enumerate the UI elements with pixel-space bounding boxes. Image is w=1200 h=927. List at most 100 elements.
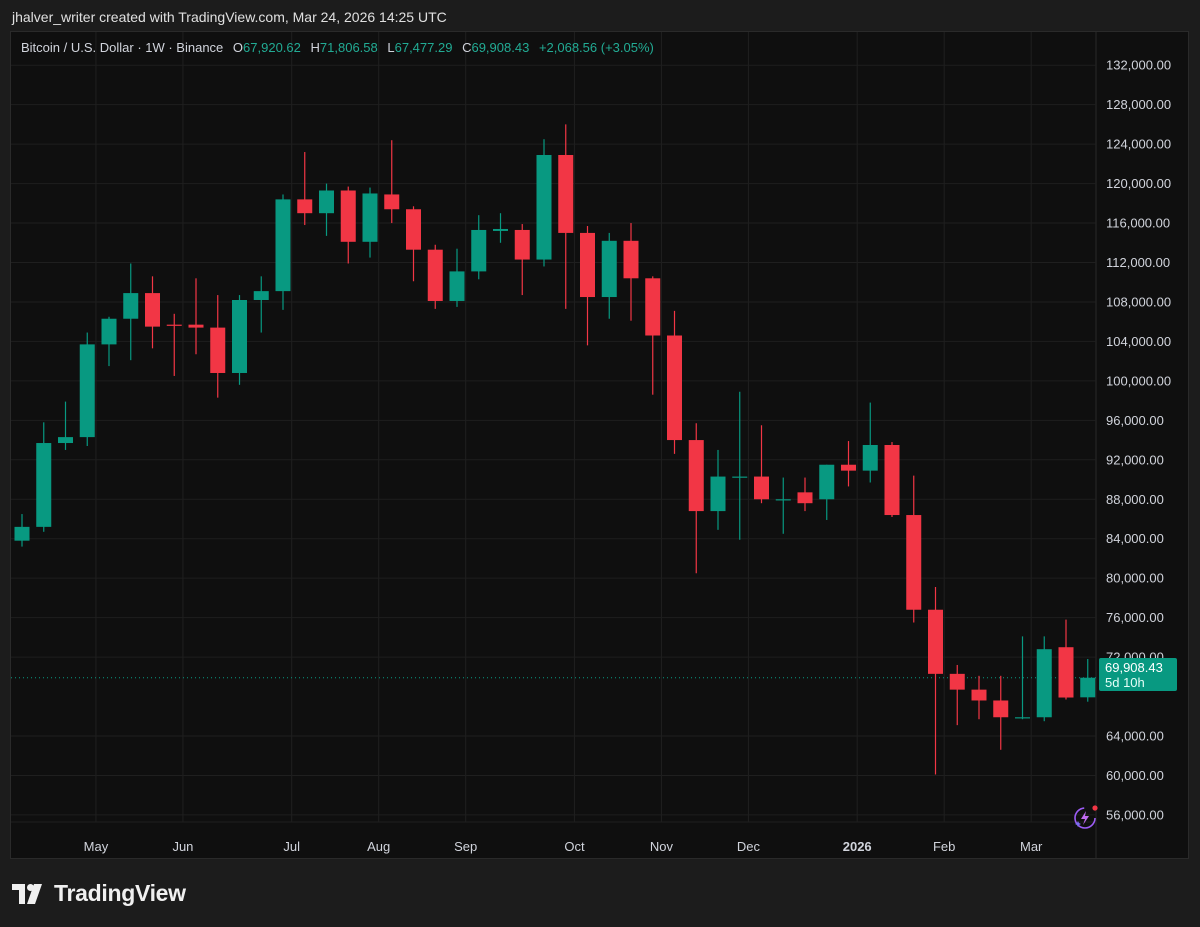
candle-body — [275, 199, 291, 292]
candle — [906, 475, 922, 623]
x-tick-label: 2026 — [843, 839, 872, 854]
symbol-legend[interactable]: Bitcoin / U.S. Dollar · 1W · Binance O 67… — [21, 40, 654, 55]
chart-panel[interactable]: 132,000.00 128,000.00 124,000.00 120,000.00… — [10, 31, 1189, 859]
candle — [493, 213, 508, 243]
candle — [319, 183, 334, 236]
symbol-name[interactable]: Bitcoin / U.S. Dollar · 1W · Binance — [21, 40, 224, 55]
candle-body — [210, 327, 226, 373]
candle — [449, 248, 465, 307]
candle-body — [471, 229, 487, 272]
y-tick-label: 100,000.00 — [1106, 373, 1171, 388]
candle — [623, 223, 639, 321]
candle — [210, 295, 226, 398]
candle — [514, 224, 530, 296]
candle-body — [688, 440, 704, 512]
high-value: 71,806.58 — [319, 40, 378, 55]
y-tick-label: 84,000.00 — [1106, 531, 1164, 546]
candle — [841, 441, 856, 487]
candle-body — [514, 229, 530, 260]
x-tick-label: Nov — [650, 839, 674, 854]
candlestick-chart[interactable]: 132,000.00 128,000.00 124,000.00 120,000.00… — [11, 32, 1188, 858]
y-tick-label: 88,000.00 — [1106, 492, 1164, 507]
candle-body — [536, 154, 552, 260]
y-tick-label: 104,000.00 — [1106, 334, 1171, 349]
candle — [14, 514, 30, 547]
x-tick-label: Jun — [172, 839, 193, 854]
candle — [188, 278, 204, 355]
candle — [58, 401, 73, 450]
candle-body — [362, 193, 378, 242]
open-label: O — [232, 40, 244, 55]
bar-countdown: 5d 10h — [1105, 675, 1145, 690]
candle-body — [710, 476, 726, 512]
candle-body — [558, 154, 574, 233]
candle — [297, 152, 313, 226]
candle-body — [862, 445, 878, 471]
candle-body — [884, 445, 900, 516]
y-tick-label: 124,000.00 — [1106, 137, 1171, 152]
y-tick-label: 60,000.00 — [1106, 768, 1164, 783]
x-tick-label: Mar — [1020, 839, 1043, 854]
candle — [971, 675, 987, 720]
candle-body — [14, 526, 30, 541]
x-tick-label: Aug — [367, 839, 390, 854]
candle — [1015, 636, 1030, 720]
candles — [14, 124, 1096, 775]
candle-body — [232, 299, 247, 373]
candle-body — [775, 499, 791, 501]
time-axis: May Jun Jul Aug Sep Oct Nov Dec 2026 Feb Mar — [84, 839, 1043, 854]
candle-body — [993, 700, 1009, 718]
candle — [166, 313, 182, 376]
y-tick-label: 116,000.00 — [1106, 216, 1170, 231]
candle-body — [754, 476, 769, 500]
y-tick-label: 80,000.00 — [1106, 571, 1164, 586]
tradingview-wordmark: TradingView — [54, 880, 186, 906]
candle-body — [449, 271, 465, 301]
candle — [754, 425, 769, 504]
x-tick-label: Sep — [454, 839, 477, 854]
candle-body — [1080, 677, 1096, 698]
candle — [601, 232, 617, 319]
candle-body — [297, 199, 313, 214]
candle — [232, 295, 247, 385]
y-tick-label: 92,000.00 — [1106, 452, 1164, 467]
candle — [819, 464, 835, 520]
candle-body — [928, 609, 943, 674]
candle-body — [949, 673, 965, 690]
candle — [688, 423, 704, 574]
candle — [384, 140, 400, 224]
candle — [558, 124, 574, 309]
candle-body — [1058, 647, 1074, 698]
candle — [145, 276, 160, 349]
sparkle-lightning-icon[interactable] — [1069, 802, 1101, 839]
last-price-badge: 69,908.43 5d 10h — [1099, 658, 1177, 691]
price-change: +2,068.56 (+3.05%) — [538, 40, 654, 55]
candle — [580, 226, 595, 346]
tradingview-logo[interactable]: TradingView — [12, 880, 186, 907]
x-tick-label: May — [84, 839, 109, 854]
candle — [667, 310, 682, 454]
candle — [1036, 636, 1052, 722]
y-tick-label: 120,000.00 — [1106, 176, 1171, 191]
candle — [775, 477, 791, 534]
candle — [406, 206, 421, 282]
candle-body — [253, 291, 269, 300]
candle — [79, 332, 95, 446]
candle-body — [601, 240, 617, 298]
y-tick-label: 96,000.00 — [1106, 413, 1164, 428]
candle-body — [841, 464, 856, 471]
low-value: 67,477.29 — [394, 40, 453, 55]
candle — [797, 477, 813, 512]
candle — [471, 215, 487, 280]
tradingview-logo-icon — [12, 883, 42, 904]
candle-body — [623, 240, 639, 279]
candle-body — [493, 228, 508, 231]
candle-body — [340, 190, 356, 242]
y-tick-label: 128,000.00 — [1106, 97, 1171, 112]
y-tick-label: 132,000.00 — [1106, 58, 1171, 73]
candle-body — [384, 194, 400, 210]
candle — [928, 587, 943, 775]
grid-lines — [11, 32, 1097, 858]
candle — [101, 316, 117, 367]
low-label: L — [387, 40, 395, 55]
